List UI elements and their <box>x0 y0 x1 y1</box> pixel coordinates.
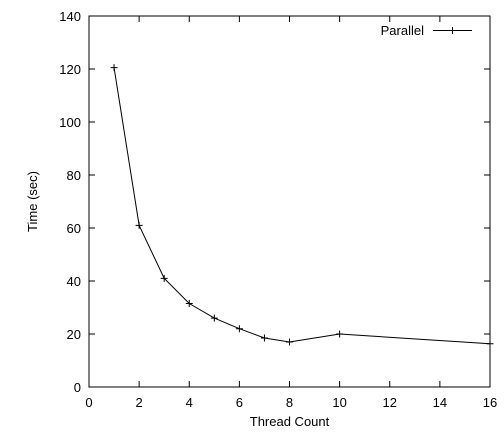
x-tick-label: 8 <box>286 395 293 410</box>
y-tick-label: 100 <box>59 115 81 130</box>
axis-ticks: 0 2 4 6 8 10 12 14 16 0 20 40 60 80 100 120 140 <box>59 9 497 410</box>
data-point <box>210 314 218 322</box>
y-tick-label: 40 <box>67 274 81 289</box>
data-point <box>110 64 118 72</box>
plot-frame <box>88 15 491 388</box>
x-tick-label: 6 <box>236 395 243 410</box>
x-tick-label: 0 <box>85 395 92 410</box>
data-point <box>486 340 494 348</box>
x-tick-label: 10 <box>332 395 346 410</box>
y-tick-label: 80 <box>67 168 81 183</box>
x-tick-label: 2 <box>136 395 143 410</box>
data-point <box>260 334 268 342</box>
x-tick-label: 14 <box>433 395 447 410</box>
data-point <box>135 221 143 229</box>
x-tick-label: 4 <box>186 395 193 410</box>
y-tick-label: 140 <box>59 9 81 24</box>
legend-label-parallel: Parallel <box>381 23 424 38</box>
series-layer <box>110 64 494 348</box>
x-axis-title: Thread Count <box>250 414 330 429</box>
data-point <box>235 325 243 333</box>
legend: Parallel <box>381 23 472 38</box>
x-tick-label: 16 <box>483 395 497 410</box>
data-point <box>286 338 293 346</box>
y-tick-label: 120 <box>59 62 81 77</box>
x-tick-label: 12 <box>383 395 397 410</box>
y-axis-title: Time (sec) <box>25 171 40 232</box>
legend-marker-parallel <box>449 27 456 34</box>
y-tick-label: 60 <box>67 221 81 236</box>
data-point <box>185 300 193 308</box>
data-point <box>336 330 344 338</box>
y-tick-label: 20 <box>67 327 81 342</box>
data-point <box>160 274 168 282</box>
y-tick-label: 0 <box>74 380 81 395</box>
series-line-parallel <box>113 67 491 345</box>
